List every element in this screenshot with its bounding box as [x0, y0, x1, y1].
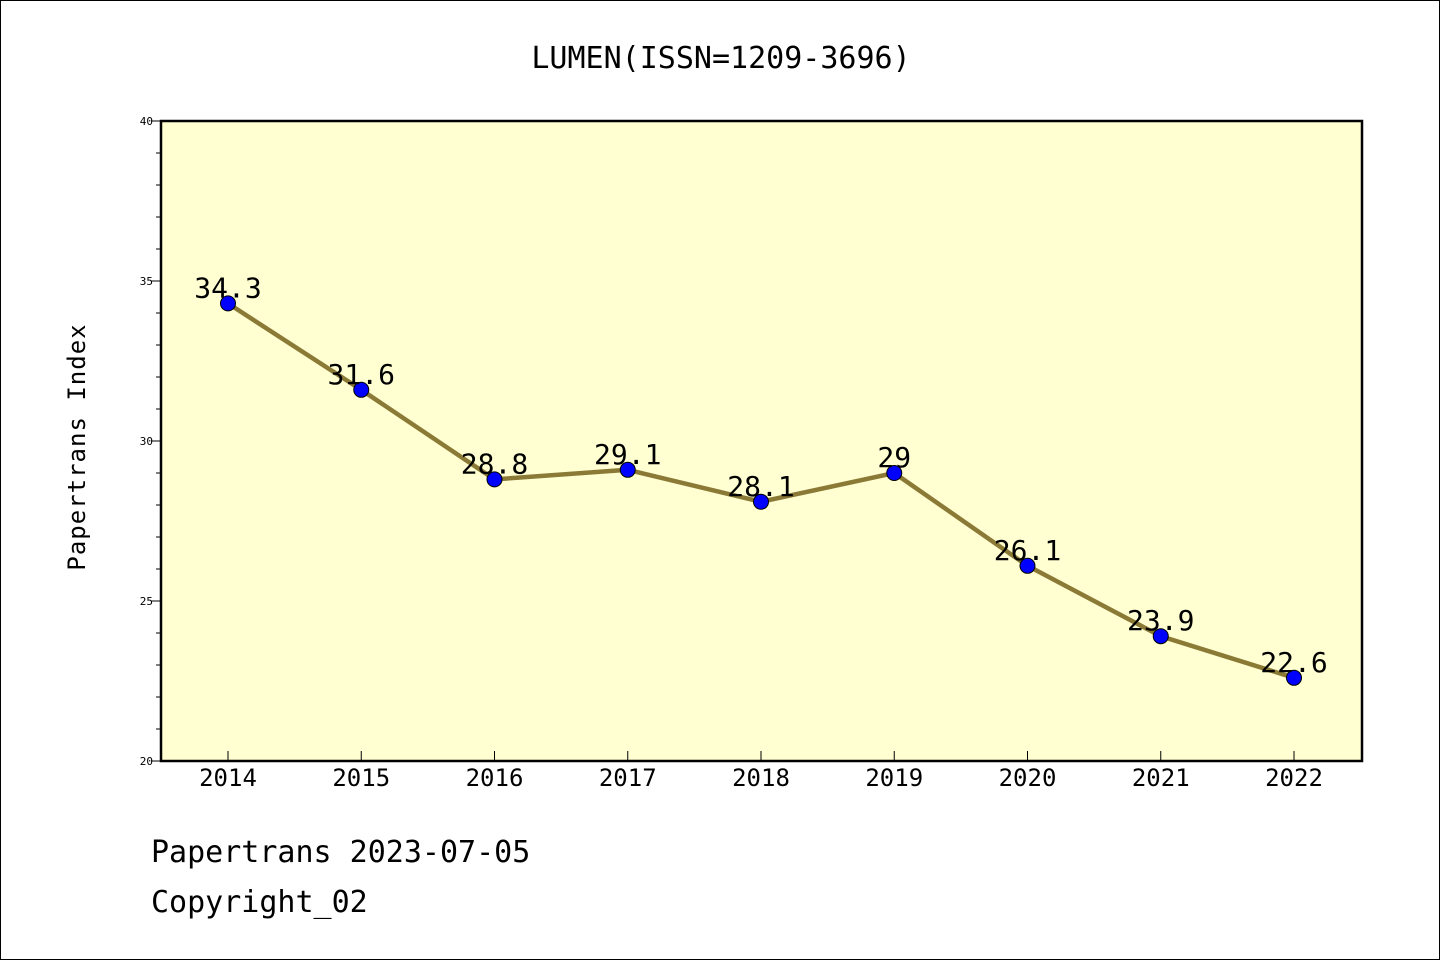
- data-label: 29: [877, 441, 911, 474]
- x-tick-label: 2020: [999, 764, 1057, 792]
- data-point: [220, 295, 236, 312]
- data-label: 34.3: [194, 271, 261, 304]
- chart-title: LUMEN(ISSN=1209-3696): [531, 41, 910, 76]
- data-point: [1019, 557, 1036, 574]
- x-axis: 2014 2015 2016 2017 2018 2019 2020 2021 2022: [199, 751, 1323, 792]
- data-label: 23.9: [1127, 604, 1194, 637]
- data-point: [886, 465, 903, 481]
- data-point: [619, 461, 636, 478]
- y-tick-label: 30: [140, 435, 153, 448]
- x-tick-label: 2021: [1132, 764, 1190, 792]
- data-point: [753, 493, 769, 510]
- y-tick-label: 40: [140, 115, 153, 128]
- x-tick-label: 2019: [865, 764, 923, 792]
- data-label: 29.1: [594, 438, 661, 471]
- x-tick-label: 2015: [332, 764, 390, 792]
- y-tick-label: 20: [140, 755, 153, 768]
- data-point: [1152, 628, 1169, 645]
- x-tick-label: 2018: [732, 764, 790, 792]
- data-label: 31.6: [328, 358, 395, 391]
- plot-area: [159, 119, 1364, 763]
- data-points: [220, 295, 1302, 686]
- data-label: 28.1: [727, 470, 794, 503]
- data-point: [486, 471, 503, 488]
- x-tick-label: 2016: [466, 764, 524, 792]
- x-tick-label: 2017: [599, 764, 657, 792]
- y-tick-label: 25: [140, 595, 153, 608]
- data-labels: 34.3 31.6 28.8 29.1 28.1 29 26.1 23.9 22.6: [194, 271, 1327, 678]
- data-label: 22.6: [1260, 646, 1327, 679]
- footer-date: Papertrans 2023-07-05: [151, 835, 531, 870]
- data-label: 26.1: [994, 534, 1061, 567]
- y-axis: 20 25 30 35 40: [140, 115, 161, 768]
- data-label: 28.8: [461, 447, 528, 480]
- data-point: [353, 381, 370, 398]
- y-axis-label: Papertrans Index: [63, 323, 91, 570]
- footer-copyright: Copyright_02: [151, 885, 368, 920]
- data-point: [1286, 669, 1302, 686]
- x-tick-label: 2022: [1265, 764, 1323, 792]
- x-tick-label: 2014: [199, 764, 257, 792]
- y-tick-label: 35: [140, 275, 153, 288]
